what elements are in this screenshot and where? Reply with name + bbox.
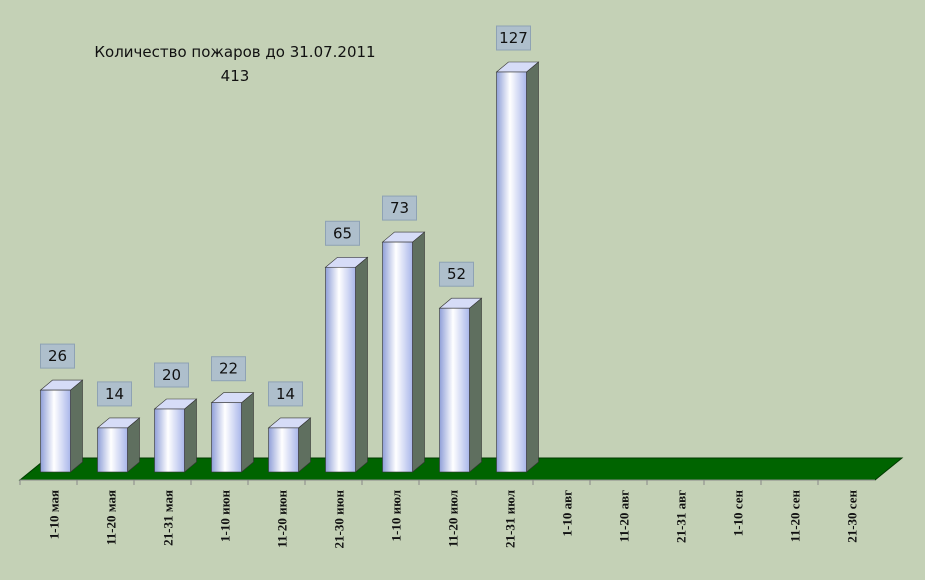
value-label: 73	[390, 199, 409, 217]
value-label-box	[439, 261, 474, 287]
bar	[268, 427, 299, 473]
x-tick-label: 1-10 авг	[559, 490, 574, 537]
value-label: 52	[447, 265, 466, 283]
bar	[496, 71, 527, 473]
bar-side	[469, 297, 482, 473]
x-tick-label: 11-20 сен	[787, 490, 802, 543]
value-label: 127	[499, 29, 528, 47]
x-tick-label: 21-31 мая	[160, 490, 175, 546]
bar	[211, 402, 242, 473]
bar-side	[184, 398, 197, 473]
x-tick-label: 1-10 июл	[388, 490, 403, 541]
value-label-box	[154, 362, 189, 388]
bar-side	[355, 256, 368, 473]
value-label-box	[325, 220, 360, 246]
x-tick-label: 21-31 июл	[502, 490, 517, 548]
value-label: 22	[219, 360, 238, 378]
value-label: 20	[162, 366, 181, 384]
x-tick-label: 11-20 июл	[445, 490, 460, 547]
x-tick-label: 21-31 авг	[673, 490, 688, 543]
x-tick-label: 11-20 авг	[616, 490, 631, 542]
x-tick-label: 1-10 мая	[46, 490, 61, 539]
bar-side	[241, 392, 254, 473]
value-label-box	[268, 381, 303, 407]
value-label-box	[211, 356, 246, 382]
bar	[97, 427, 128, 473]
bar	[40, 389, 71, 473]
value-label-box	[40, 343, 75, 369]
chart-subtitle: 413	[221, 67, 250, 85]
x-tick-label: 1-10 июн	[217, 489, 232, 542]
bar-side	[526, 61, 539, 473]
value-label-box	[496, 25, 531, 51]
value-label: 65	[333, 224, 352, 242]
bar	[154, 408, 185, 473]
x-tick-label: 21-30 сен	[844, 490, 859, 543]
value-label: 14	[105, 385, 124, 403]
bar	[439, 307, 470, 473]
chart-title: Количество пожаров до 31.07.2011	[94, 43, 375, 61]
value-label: 14	[276, 385, 295, 403]
x-tick-label: 11-20 июн	[274, 489, 289, 547]
x-tick-label: 21-30 июн	[331, 489, 346, 548]
bar-side	[412, 231, 425, 473]
value-label-box	[382, 195, 417, 221]
bar-side	[70, 379, 83, 473]
x-tick-label: 11-20 мая	[103, 490, 118, 545]
bar	[382, 241, 413, 473]
value-label-box	[97, 381, 132, 407]
bar	[325, 266, 356, 473]
value-label: 26	[48, 347, 67, 365]
x-tick-label: 1-10 сен	[730, 490, 745, 537]
